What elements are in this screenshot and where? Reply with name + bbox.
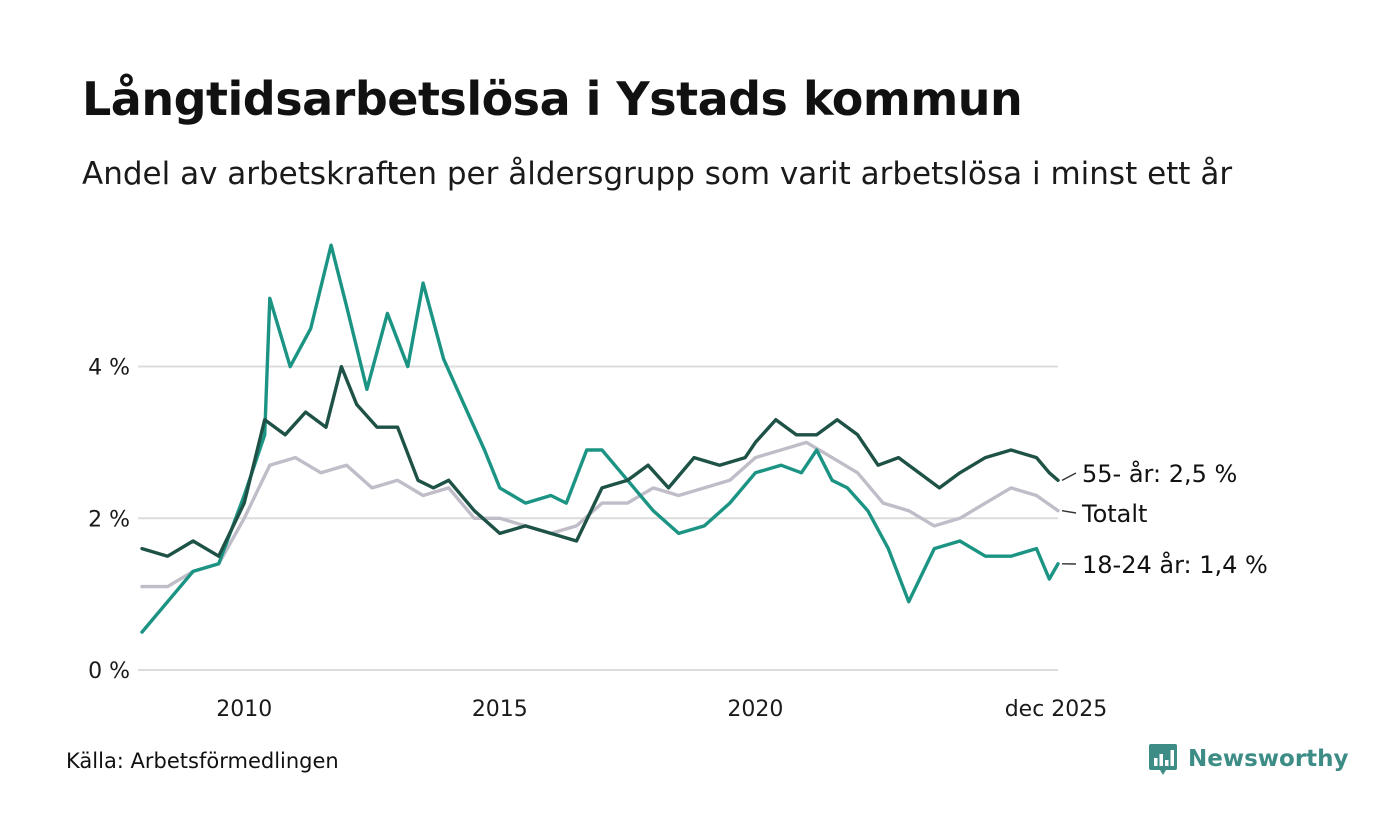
x-tick-label: dec 2025 [1005,697,1108,722]
y-tick-label: 4 % [88,356,130,381]
y-tick-label: 2 % [88,507,130,532]
x-tick-label: 2020 [727,697,783,722]
chart-title: Långtidsarbetslösa i Ystads kommun [82,72,1023,126]
chart-subtitle: Andel av arbetskraften per åldersgrupp s… [82,156,1233,192]
x-tick-label: 2015 [472,697,528,722]
series-line-totalt [140,440,1060,589]
series-line-18-24-r [140,243,1060,634]
end-label: 18-24 år: 1,4 % [1082,550,1268,579]
series-lines [140,243,1060,634]
source-note: Källa: Arbetsförmedlingen [66,749,339,773]
leader-line [1061,509,1077,514]
series-line-55-r [140,364,1060,558]
x-axis-ticks: 2010 2015 2020 dec 2025 [216,697,1107,722]
end-labels: 18-24 år: 1,4 % 55- år: 2,5 % Totalt [1061,459,1268,579]
end-label: 55- år: 2,5 % [1082,459,1237,488]
newsworthy-logo[interactable]: Newsworthy [1148,742,1349,776]
brand-name: Newsworthy [1188,746,1349,772]
end-label: Totalt [1081,500,1147,528]
newsworthy-logo-icon [1149,744,1177,775]
y-axis-ticks: 0 % 2 % 4 % [88,356,130,684]
y-tick-label: 0 % [88,659,130,684]
leader-line [1061,472,1077,481]
x-tick-label: 2010 [216,697,272,722]
